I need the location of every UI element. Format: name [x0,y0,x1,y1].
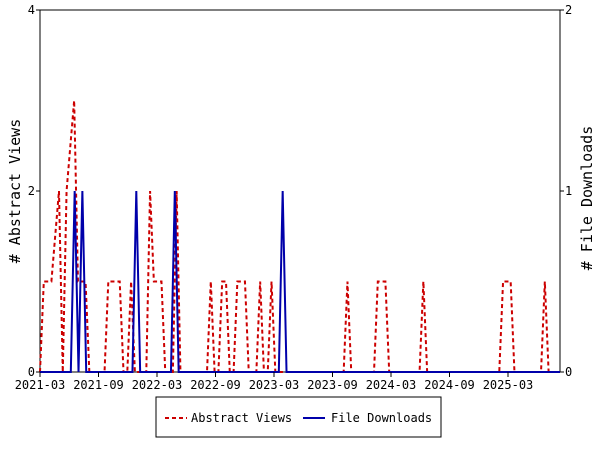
y-right-tick-label: 2 [565,3,572,17]
plot-frame [39,9,561,373]
legend-label-file-downloads: File Downloads [331,411,432,425]
y-right-tick-label: 1 [565,184,572,198]
x-axis: 2021-03 2021-09 2022-03 2022-09 2023-03 2023-… [15,372,534,392]
y-axis-left-title: # Abstract Views [6,119,24,264]
series-line-file-downloads [40,190,560,373]
legend: Abstract Views File Downloads [155,396,442,438]
y-axis-right: 0 1 2 [560,3,572,379]
series-layer [39,100,560,373]
y-axis-left: 0 2 4 [28,3,40,379]
x-tick-label: 2021-09 [73,378,124,392]
y-left-tick-label: 0 [28,365,35,379]
y-left-tick-label: 4 [28,3,35,17]
x-tick-label: 2022-03 [132,378,183,392]
y-axis-right-title: # File Downloads [578,126,596,271]
x-tick-label: 2021-03 [15,378,66,392]
x-tick-label: 2025-03 [483,378,534,392]
x-tick-label: 2023-03 [249,378,300,392]
y-right-tick-label: 0 [565,365,572,379]
legend-box [155,396,442,438]
plot-area [39,9,561,373]
x-tick-label: 2024-03 [366,378,417,392]
x-tick-label: 2023-09 [307,378,358,392]
series-line-abstract-views [39,100,560,373]
x-tick-label: 2022-09 [190,378,241,392]
legend-label-abstract-views: Abstract Views [191,411,292,425]
x-tick-label: 2024-09 [424,378,475,392]
y-left-tick-label: 2 [28,184,35,198]
